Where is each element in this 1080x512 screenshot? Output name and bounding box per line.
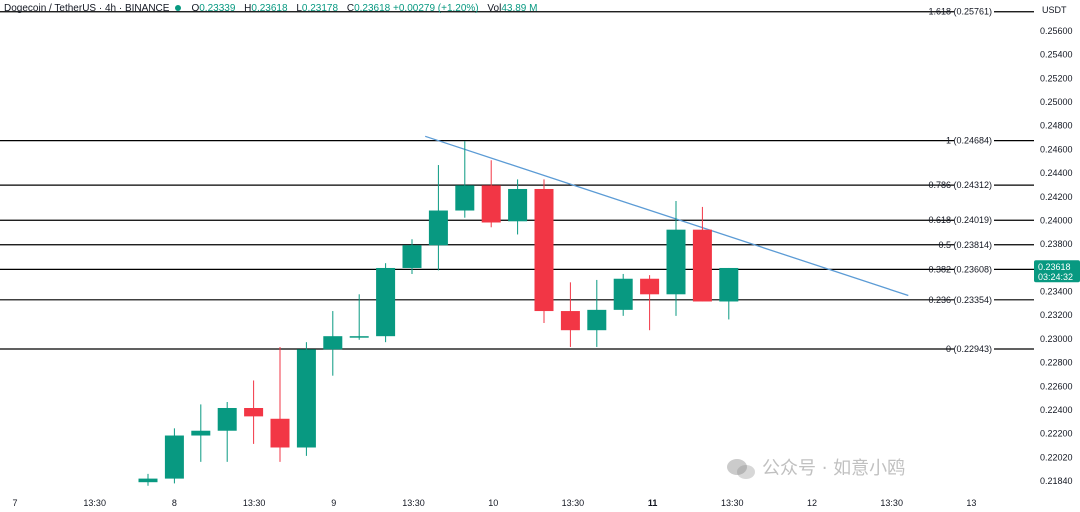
candle-up [587,309,607,331]
candle-up [323,336,343,350]
x-tick-label: 12 [807,498,817,508]
y-tick-label: 0.23200 [1040,310,1073,320]
candle-up [217,407,237,431]
chart-legend: Dogecoin / TetherUS · 4h · BINANCE O0.233… [4,3,538,14]
candle-down [481,185,501,223]
y-tick-label: 0.24200 [1040,192,1073,202]
candle-up [508,188,528,222]
candle-down [244,407,264,417]
fib-label: 1 (0.24684) [946,136,992,146]
candle-up [349,336,369,338]
candle-down [692,229,712,302]
watermark: 公众号 · 如意小鸥 [726,454,905,480]
candle-down [640,278,660,295]
y-tick-label: 0.25000 [1040,97,1073,107]
x-tick-label: 8 [172,498,177,508]
x-tick-label: 13:30 [243,498,266,508]
fib-label: 0.786 (0.24312) [928,180,992,190]
x-tick-label: 13:30 [402,498,425,508]
candle-up [191,430,211,436]
change-value: +0.00279 (+1.20%) [393,3,479,14]
time-axis[interactable]: 7 13:30 8 13:30 9 13:30 10 13:30 11 13:30 12 13:30 1… [12,498,976,508]
x-tick-label: 13 [966,498,976,508]
y-tick-label: 0.24400 [1040,168,1073,178]
x-tick-label: 13:30 [721,498,744,508]
y-tick-label: 0.23800 [1040,239,1073,249]
y-tick-label: 0.22020 [1040,452,1073,462]
y-tick-label: 0.24800 [1040,121,1073,131]
high-value: 0.23618 [251,3,288,14]
y-tick-label: 0.22400 [1040,405,1073,415]
x-tick-label: 9 [331,498,336,508]
y-tick-label: 0.23400 [1040,287,1073,297]
y-tick-label: 0.22600 [1040,381,1073,391]
axis-unit-label: USDT [1042,5,1067,15]
fib-label: 0.5 (0.23814) [938,240,992,250]
symbol-title[interactable]: Dogecoin / TetherUS · 4h · BINANCE [4,3,170,14]
fib-label: 0 (0.22943) [946,344,992,354]
last-price-value: 0.23618 [1038,262,1071,272]
y-tick-label: 0.24000 [1040,215,1073,225]
candle-up [138,478,158,483]
y-tick-label: 0.22200 [1040,429,1073,439]
candle-up [296,349,316,448]
candles [138,141,739,486]
close-value: 0.23618 [354,3,391,14]
candle-up [455,185,475,211]
x-tick-label: 13:30 [83,498,106,508]
low-value: 0.23178 [301,3,339,14]
y-tick-label: 0.24600 [1040,144,1073,154]
market-status-icon [175,5,182,12]
y-tick-label: 0.25200 [1040,73,1073,83]
x-tick-label: 13:30 [562,498,585,508]
open-value: 0.23339 [199,3,236,14]
candle-up [613,278,633,310]
wechat-icon [727,459,755,479]
x-tick-label: 7 [12,498,17,508]
y-tick-label: 0.21840 [1040,476,1073,486]
descending-trendline[interactable] [424,135,909,297]
x-tick-label: 10 [488,498,498,508]
candle-up [428,210,448,246]
candle-up [164,435,184,479]
fib-label: 1.618 (0.25761) [928,7,992,17]
candle-down [560,311,580,331]
x-tick-label: 11 [648,498,658,508]
x-tick-label: 13:30 [880,498,903,508]
last-price-badge [1034,260,1080,283]
candle-up [402,245,422,268]
trendline[interactable] [424,135,909,297]
fib-label: 0.618 (0.24019) [928,215,992,225]
y-tick-label: 0.22800 [1040,358,1073,368]
watermark-text: 公众号 · 如意小鸥 [762,458,906,479]
candle-down [270,418,290,448]
y-tick-label: 0.23000 [1040,334,1073,344]
candle-up [666,229,686,295]
fib-label: 0.236 (0.23354) [928,295,992,305]
y-tick-label: 0.25600 [1040,26,1073,36]
candle-up [376,267,396,337]
y-tick-label: 0.25400 [1040,50,1073,60]
volume-value: 43.89 M [501,3,538,14]
bar-countdown: 03:24:32 [1038,272,1073,282]
candle-up [719,267,739,302]
fib-label: 0.382 (0.23608) [928,264,992,274]
candle-down [534,188,554,312]
price-axis[interactable]: USDT 0.25600 0.25400 0.25200 0.25000 0.24800 0… [1040,5,1073,486]
fib-retracement[interactable]: 1.618 (0.25761) 1 (0.24684) 0.786 (0.24312… [0,7,1034,354]
